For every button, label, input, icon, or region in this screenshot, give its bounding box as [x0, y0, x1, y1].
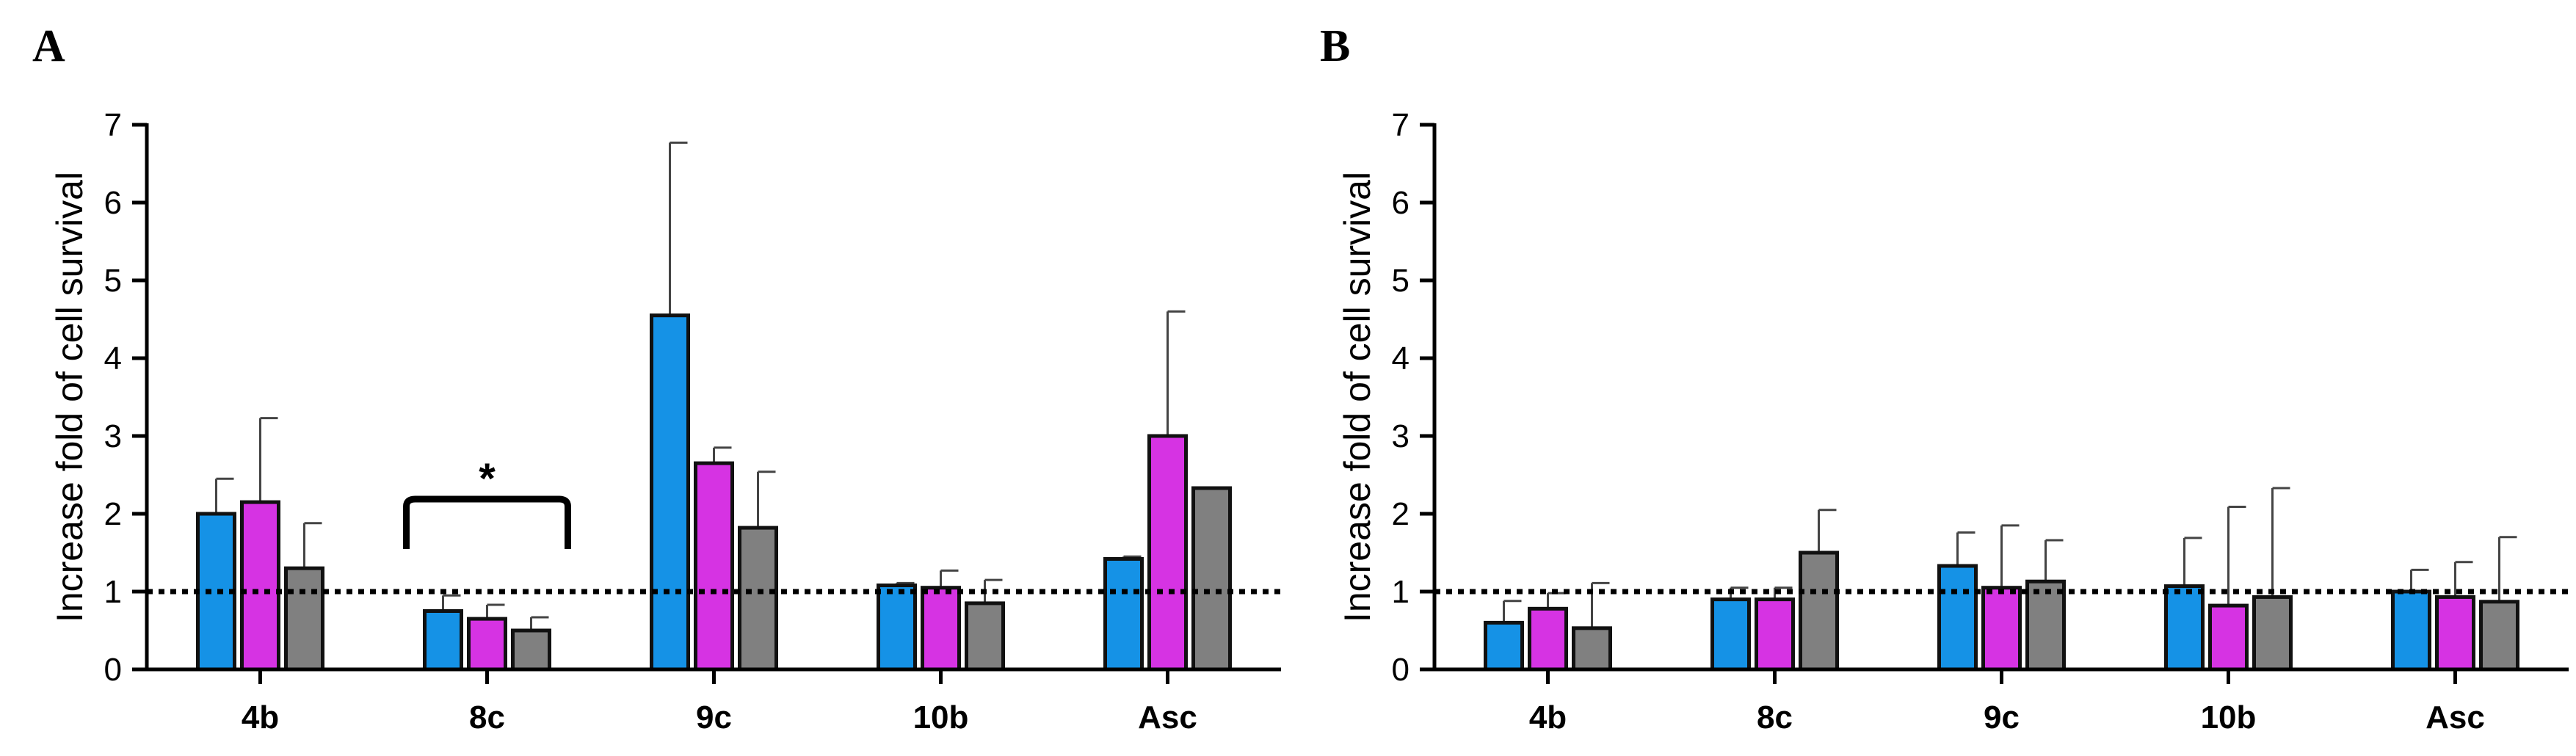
bar-10b-3 — [965, 601, 1005, 672]
y-tick-label: 3 — [1392, 418, 1409, 454]
bar-8c-3 — [1799, 550, 1839, 672]
bar-4b-3 — [284, 566, 324, 672]
y-tick-label: 3 — [104, 418, 122, 454]
y-tick-label: 0 — [1392, 652, 1409, 688]
chart-panel-b: B 0 1 2 3 4 5 6 7 4b 8c 9c 10b Asc Increase fold of c… — [1288, 0, 2576, 756]
panel-label-b: B — [1320, 21, 1351, 71]
x-tick-label: Asc — [1138, 699, 1197, 735]
bar-Asc-3 — [2479, 600, 2519, 672]
bar-9c-1 — [1937, 564, 1978, 672]
x-tick-label: 4b — [242, 699, 279, 735]
bar-9c-1 — [650, 313, 690, 672]
y-axis-title: Increase fold of cell survival — [1337, 172, 1378, 622]
bar-4b-3 — [1572, 626, 1612, 672]
x-tick-label: 9c — [1984, 699, 2020, 735]
y-tick-label: 6 — [104, 185, 122, 221]
bar-4b-2 — [1528, 606, 1568, 672]
bar-8c-1 — [1710, 597, 1751, 672]
bar-8c-2 — [1755, 597, 1795, 672]
bar-9c-3 — [738, 526, 778, 672]
x-tick-label: 9c — [696, 699, 732, 735]
bar-9c-2 — [1981, 586, 2022, 672]
x-tick-label: 8c — [1757, 699, 1793, 735]
bar-Asc-2 — [1147, 434, 1188, 672]
y-tick-label: 0 — [104, 652, 122, 688]
y-tick-label: 1 — [1392, 574, 1409, 610]
bar-10b-1 — [2164, 584, 2205, 672]
y-tick-label: 5 — [1392, 263, 1409, 299]
x-tick-label: 4b — [1529, 699, 1567, 735]
y-tick-label: 4 — [104, 341, 122, 377]
x-tick-label: 10b — [2201, 699, 2257, 735]
bar-10b-3 — [2252, 595, 2293, 672]
bar-10b-1 — [877, 584, 917, 672]
bar-8c-1 — [423, 609, 463, 672]
y-tick-label: 2 — [1392, 496, 1409, 532]
y-axis-title: Increase fold of cell survival — [49, 172, 90, 622]
y-tick-label: 1 — [104, 574, 122, 610]
y-tick-label: 7 — [1392, 107, 1409, 143]
x-tick-label: Asc — [2426, 699, 2485, 735]
bar-4b-2 — [240, 500, 280, 672]
significance-star: * — [479, 455, 496, 503]
y-tick-label: 5 — [104, 263, 122, 299]
bar-10b-2 — [2208, 603, 2249, 672]
bar-10b-2 — [921, 586, 961, 672]
bar-9c-3 — [2025, 579, 2066, 672]
bar-chart-b: 0 1 2 3 4 5 6 7 4b 8c 9c 10b Asc Increase fold of cel… — [1337, 107, 2569, 735]
x-tick-label: 10b — [913, 699, 969, 735]
bar-Asc-1 — [2391, 589, 2431, 672]
y-tick-label: 2 — [104, 496, 122, 532]
chart-panel-a: A 0 1 2 3 4 5 6 7 4b 8c 9c 10b Asc Increase fold of c… — [32, 21, 1281, 735]
panel-label-a: A — [32, 21, 65, 71]
y-tick-label: 6 — [1392, 185, 1409, 221]
bar-8c-2 — [467, 617, 507, 672]
x-tick-label: 8c — [469, 699, 505, 735]
bar-4b-1 — [1484, 620, 1524, 672]
bar-Asc-2 — [2435, 595, 2475, 672]
y-tick-label: 7 — [104, 107, 122, 143]
y-tick-label: 4 — [1392, 341, 1409, 377]
bar-8c-3 — [511, 628, 551, 672]
bar-Asc-3 — [1191, 486, 1232, 672]
bar-9c-2 — [694, 461, 734, 672]
significance-bracket — [403, 495, 571, 549]
bar-chart-a: 0 1 2 3 4 5 6 7 4b 8c 9c 10b Asc Increase fold of cel… — [49, 107, 1281, 735]
bar-Asc-1 — [1103, 556, 1144, 672]
